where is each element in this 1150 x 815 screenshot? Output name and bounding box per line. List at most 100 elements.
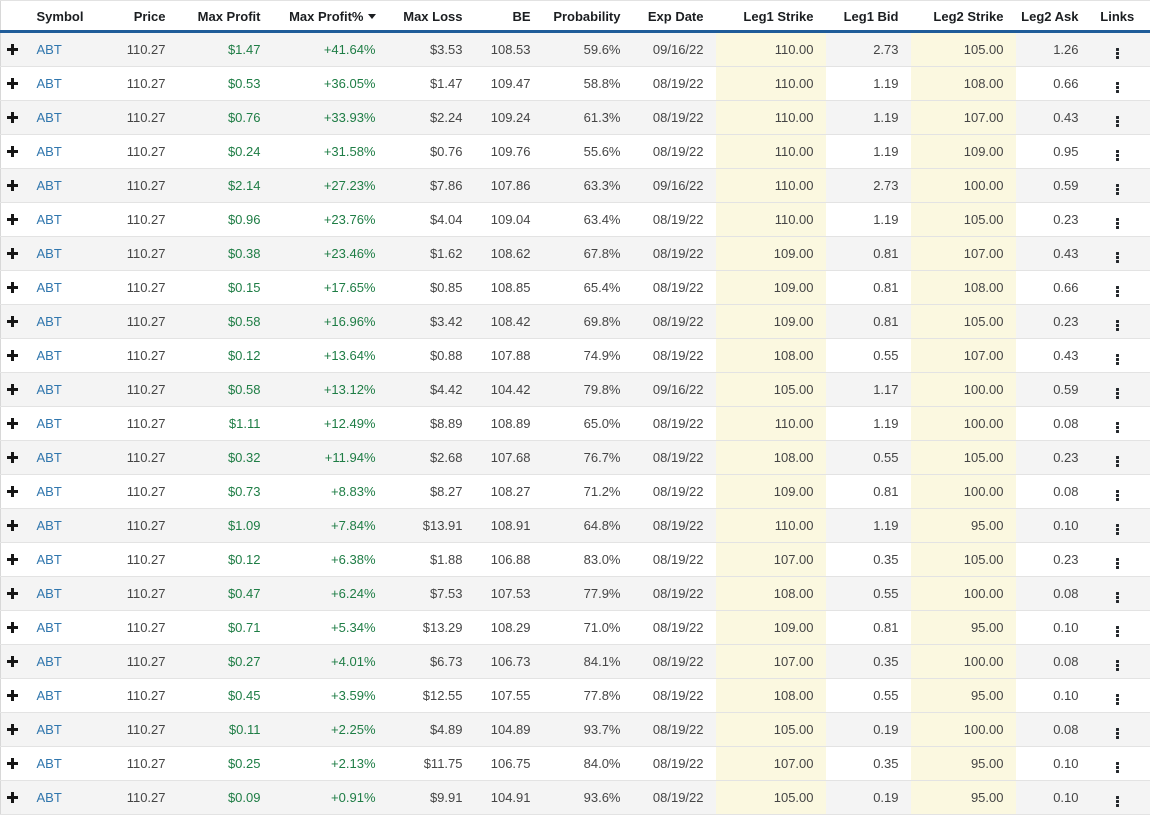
links-menu-icon[interactable] — [1113, 183, 1122, 196]
cell-leg2_ask: 0.23 — [1016, 305, 1091, 339]
symbol-link[interactable]: ABT — [37, 382, 62, 397]
column-header-leg2_strike[interactable]: Leg2 Strike — [911, 1, 1016, 32]
symbol-link[interactable]: ABT — [37, 620, 62, 635]
links-menu-icon[interactable] — [1113, 285, 1122, 298]
expand-row-icon[interactable] — [7, 112, 18, 123]
expand-row-icon[interactable] — [7, 248, 18, 259]
expand-row-icon[interactable] — [7, 78, 18, 89]
links-menu-icon[interactable] — [1113, 387, 1122, 400]
links-menu-icon[interactable] — [1113, 557, 1122, 570]
links-menu-icon[interactable] — [1113, 81, 1122, 94]
symbol-link[interactable]: ABT — [37, 756, 62, 771]
symbol-link[interactable]: ABT — [37, 518, 62, 533]
column-header-max_profit_pct[interactable]: Max Profit% — [273, 1, 388, 32]
expand-row-icon[interactable] — [7, 724, 18, 735]
symbol-link[interactable]: ABT — [37, 552, 62, 567]
cell-expand — [1, 475, 31, 509]
links-menu-icon[interactable] — [1113, 149, 1122, 162]
expand-row-icon[interactable] — [7, 588, 18, 599]
links-menu-icon[interactable] — [1113, 115, 1122, 128]
cell-price: 110.27 — [106, 203, 178, 237]
expand-row-icon[interactable] — [7, 44, 18, 55]
cell-symbol: ABT — [31, 441, 106, 475]
cell-price: 110.27 — [106, 135, 178, 169]
column-header-links[interactable]: Links — [1091, 1, 1150, 32]
cell-max_loss: $7.86 — [388, 169, 475, 203]
column-header-leg2_ask[interactable]: Leg2 Ask — [1016, 1, 1091, 32]
column-header-leg1_strike[interactable]: Leg1 Strike — [716, 1, 826, 32]
links-menu-icon[interactable] — [1113, 693, 1122, 706]
expand-row-icon[interactable] — [7, 146, 18, 157]
symbol-link[interactable]: ABT — [37, 484, 62, 499]
links-menu-icon[interactable] — [1113, 795, 1122, 808]
links-menu-icon[interactable] — [1113, 727, 1122, 740]
expand-row-icon[interactable] — [7, 520, 18, 531]
links-menu-icon[interactable] — [1113, 489, 1122, 502]
cell-exp_date: 08/19/22 — [633, 203, 716, 237]
column-header-probability[interactable]: Probability — [543, 1, 633, 32]
cell-probability: 93.6% — [543, 781, 633, 815]
symbol-link[interactable]: ABT — [37, 450, 62, 465]
column-header-exp_date[interactable]: Exp Date — [633, 1, 716, 32]
column-header-price[interactable]: Price — [106, 1, 178, 32]
expand-row-icon[interactable] — [7, 656, 18, 667]
expand-row-icon[interactable] — [7, 690, 18, 701]
symbol-link[interactable]: ABT — [37, 790, 62, 805]
cell-leg1_strike: 110.00 — [716, 32, 826, 67]
links-menu-icon[interactable] — [1113, 455, 1122, 468]
links-menu-icon[interactable] — [1113, 47, 1122, 60]
expand-row-icon[interactable] — [7, 214, 18, 225]
links-menu-icon[interactable] — [1113, 761, 1122, 774]
expand-row-icon[interactable] — [7, 452, 18, 463]
expand-row-icon[interactable] — [7, 758, 18, 769]
column-label: Symbol — [37, 9, 84, 24]
cell-leg2_ask: 0.10 — [1016, 781, 1091, 815]
symbol-link[interactable]: ABT — [37, 42, 62, 57]
column-header-be[interactable]: BE — [475, 1, 543, 32]
symbol-link[interactable]: ABT — [37, 246, 62, 261]
expand-row-icon[interactable] — [7, 486, 18, 497]
links-menu-icon[interactable] — [1113, 251, 1122, 264]
links-menu-icon[interactable] — [1113, 659, 1122, 672]
symbol-link[interactable]: ABT — [37, 348, 62, 363]
links-menu-icon[interactable] — [1113, 319, 1122, 332]
links-menu-icon[interactable] — [1113, 353, 1122, 366]
expand-row-icon[interactable] — [7, 554, 18, 565]
symbol-link[interactable]: ABT — [37, 416, 62, 431]
links-menu-icon[interactable] — [1113, 421, 1122, 434]
column-header-max_profit[interactable]: Max Profit — [178, 1, 273, 32]
symbol-link[interactable]: ABT — [37, 212, 62, 227]
symbol-link[interactable]: ABT — [37, 76, 62, 91]
expand-row-icon[interactable] — [7, 282, 18, 293]
expand-row-icon[interactable] — [7, 622, 18, 633]
links-menu-icon[interactable] — [1113, 591, 1122, 604]
links-menu-icon[interactable] — [1113, 625, 1122, 638]
cell-exp_date: 08/19/22 — [633, 67, 716, 101]
cell-exp_date: 08/19/22 — [633, 747, 716, 781]
cell-exp_date: 08/19/22 — [633, 101, 716, 135]
symbol-link[interactable]: ABT — [37, 654, 62, 669]
cell-max_loss: $4.42 — [388, 373, 475, 407]
cell-max_profit_pct: +7.84% — [273, 509, 388, 543]
expand-row-icon[interactable] — [7, 316, 18, 327]
cell-symbol: ABT — [31, 169, 106, 203]
expand-row-icon[interactable] — [7, 792, 18, 803]
cell-leg2_ask: 0.43 — [1016, 339, 1091, 373]
column-header-max_loss[interactable]: Max Loss — [388, 1, 475, 32]
symbol-link[interactable]: ABT — [37, 314, 62, 329]
symbol-link[interactable]: ABT — [37, 178, 62, 193]
cell-leg2_strike: 95.00 — [911, 781, 1016, 815]
symbol-link[interactable]: ABT — [37, 280, 62, 295]
links-menu-icon[interactable] — [1113, 523, 1122, 536]
symbol-link[interactable]: ABT — [37, 110, 62, 125]
links-menu-icon[interactable] — [1113, 217, 1122, 230]
column-header-symbol[interactable]: Symbol — [31, 1, 106, 32]
expand-row-icon[interactable] — [7, 418, 18, 429]
symbol-link[interactable]: ABT — [37, 144, 62, 159]
symbol-link[interactable]: ABT — [37, 722, 62, 737]
column-header-leg1_bid[interactable]: Leg1 Bid — [826, 1, 911, 32]
symbol-link[interactable]: ABT — [37, 586, 62, 601]
expand-row-icon[interactable] — [7, 384, 18, 395]
expand-row-icon[interactable] — [7, 180, 18, 191]
expand-row-icon[interactable] — [7, 350, 18, 361]
